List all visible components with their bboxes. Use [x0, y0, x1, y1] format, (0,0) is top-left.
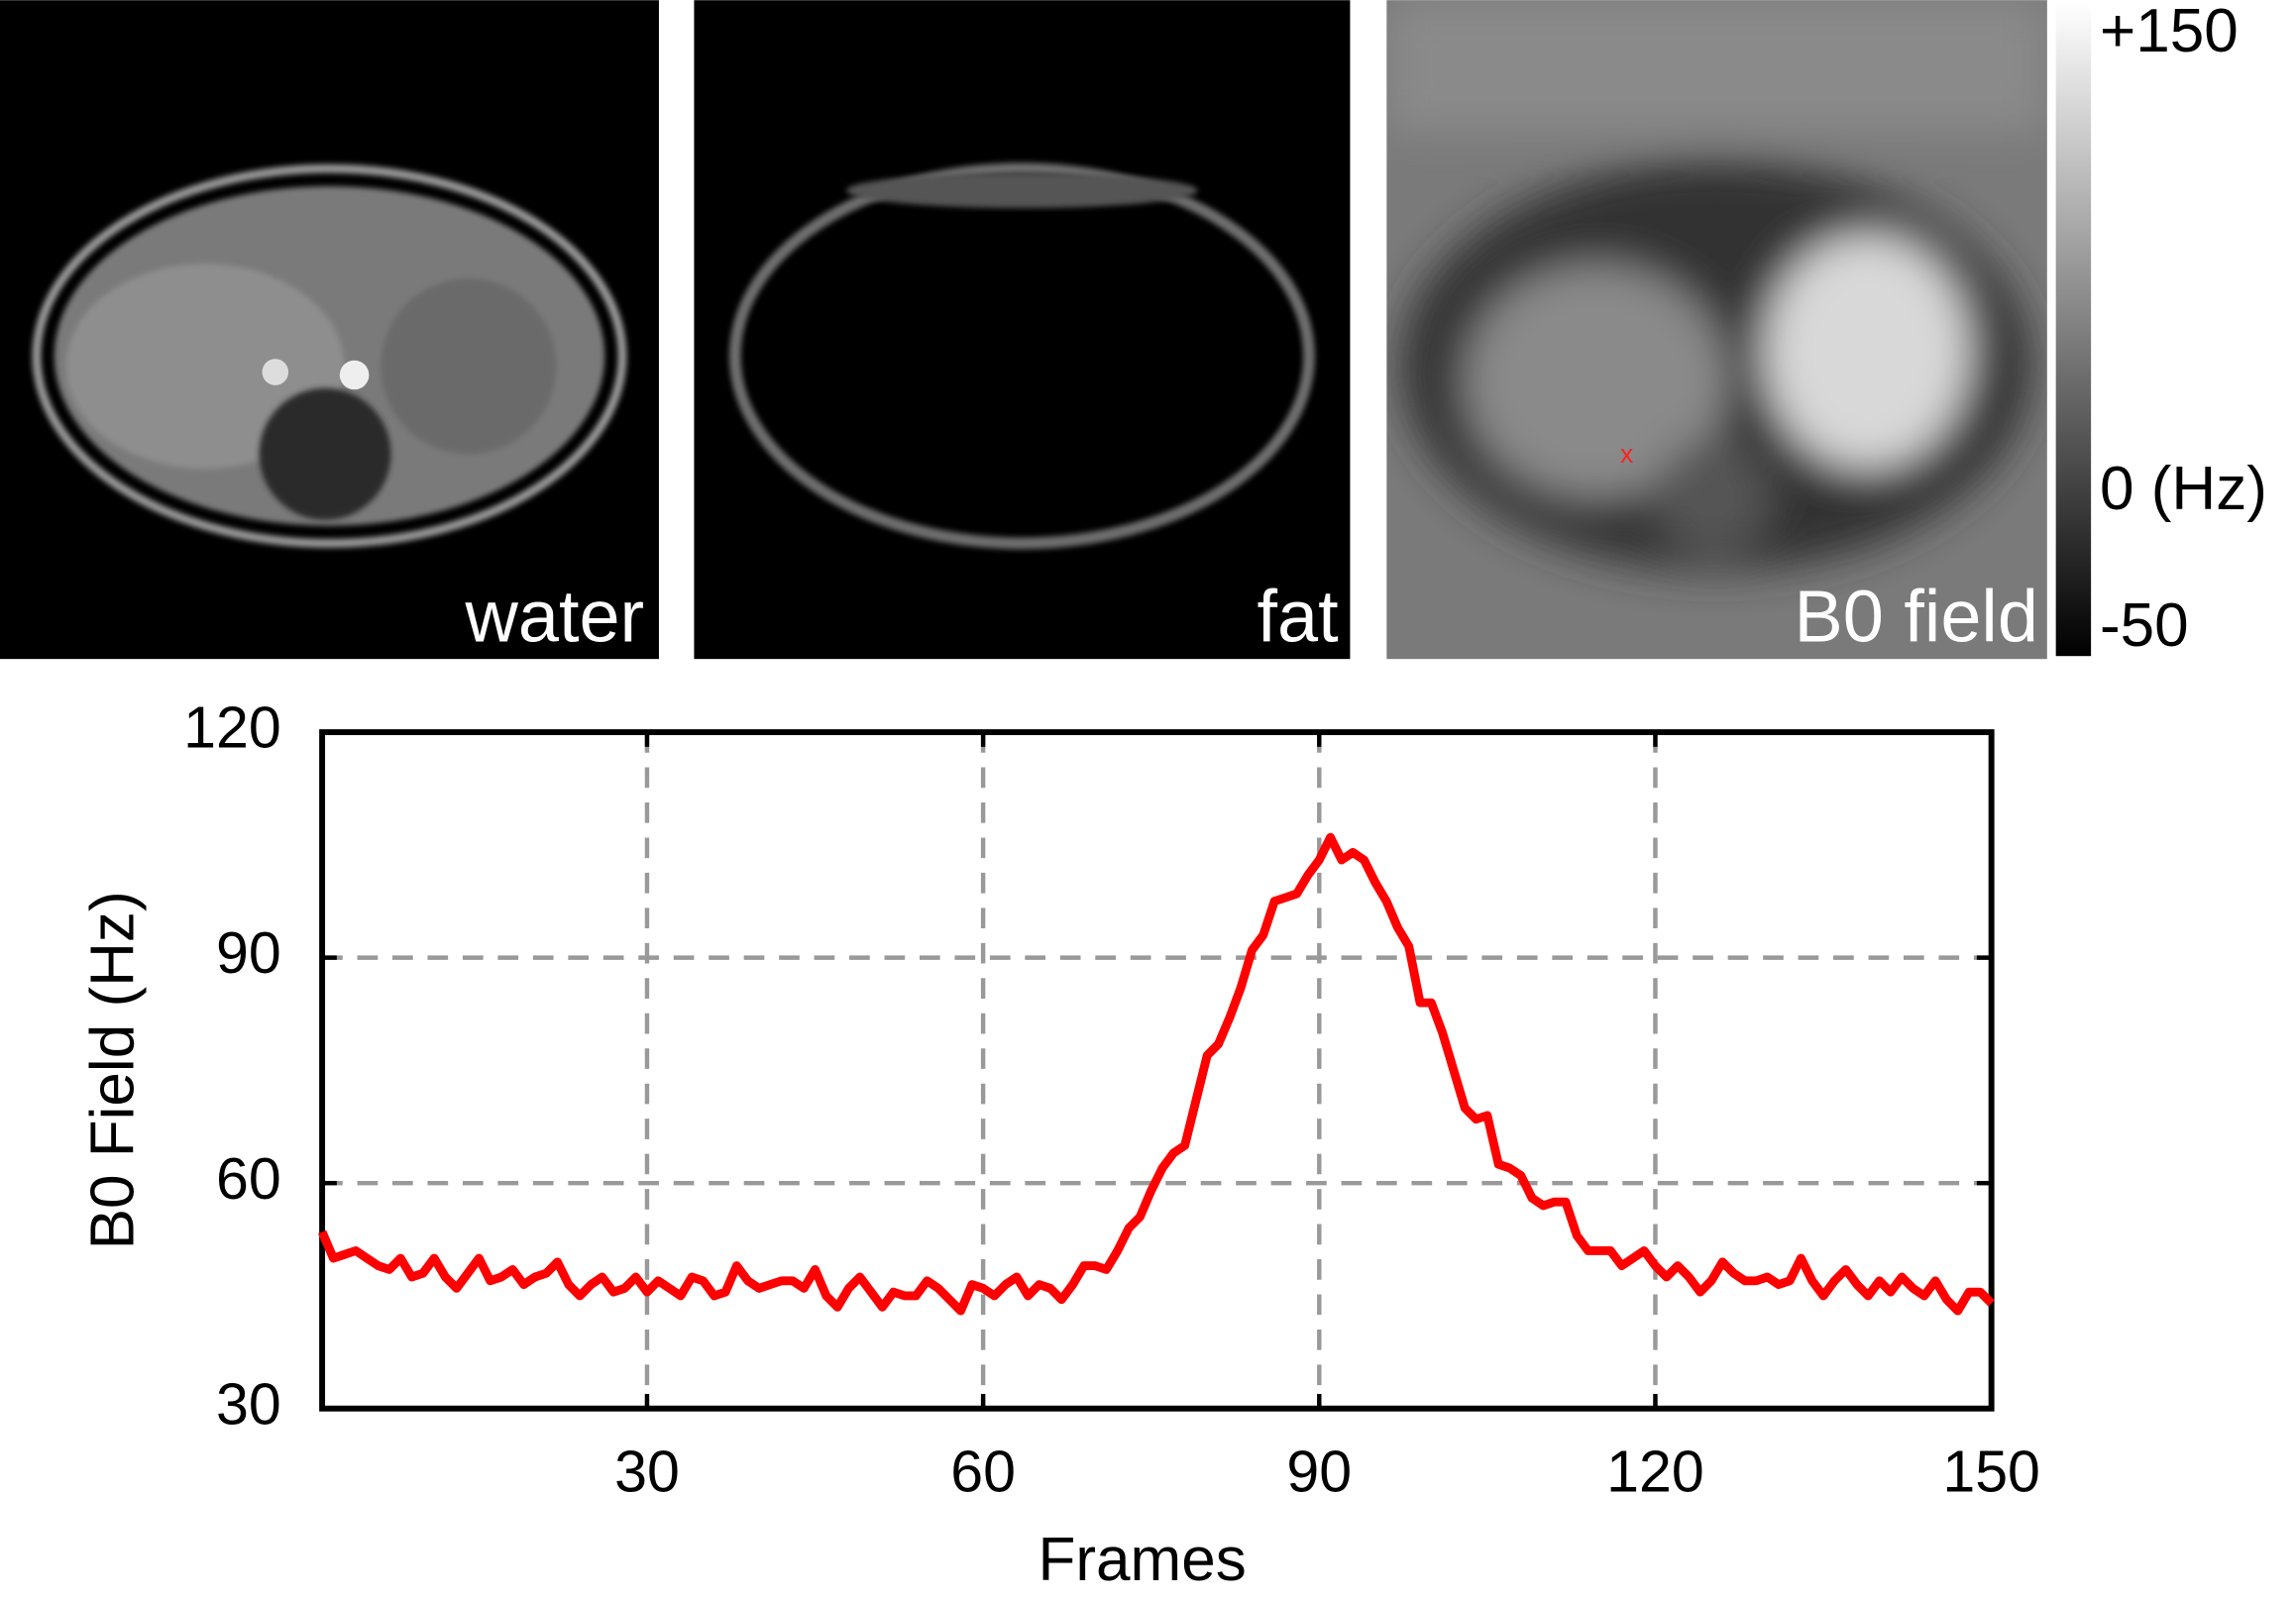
y-tick-label: 60 [216, 1145, 281, 1212]
y-tick-label: 30 [216, 1370, 281, 1437]
plot-frame [319, 729, 1995, 1412]
colorbar [2055, 3, 2092, 657]
x-tick-label: 120 [1606, 1438, 1704, 1504]
b0-image: x B0 field [1386, 0, 2047, 660]
y-tick-label: 120 [183, 694, 281, 761]
x-tick-label: 30 [614, 1438, 680, 1504]
panel-label: water [465, 575, 645, 657]
y-axis-title: B0 Field (Hz) [79, 891, 148, 1249]
x-axis-title: Frames [1038, 1526, 1246, 1594]
panel-label: fat [1257, 575, 1338, 657]
panel-label: B0 field [1795, 575, 2038, 657]
water-image: water [0, 0, 659, 660]
colorbar-tick-label: -50 [2100, 591, 2189, 660]
y-tick-label: 90 [216, 919, 281, 986]
marker: x [1620, 439, 1633, 469]
line [318, 832, 1995, 1316]
x-tick-label: 60 [950, 1438, 1016, 1504]
colorbar-tick-label: +150 [2100, 0, 2239, 65]
x-tick-label: 90 [1286, 1438, 1352, 1504]
colorbar-tick-label: 0 (Hz) [2100, 455, 2267, 523]
x-tick-label: 150 [1942, 1438, 2040, 1504]
fat-image: fat [694, 0, 1351, 660]
